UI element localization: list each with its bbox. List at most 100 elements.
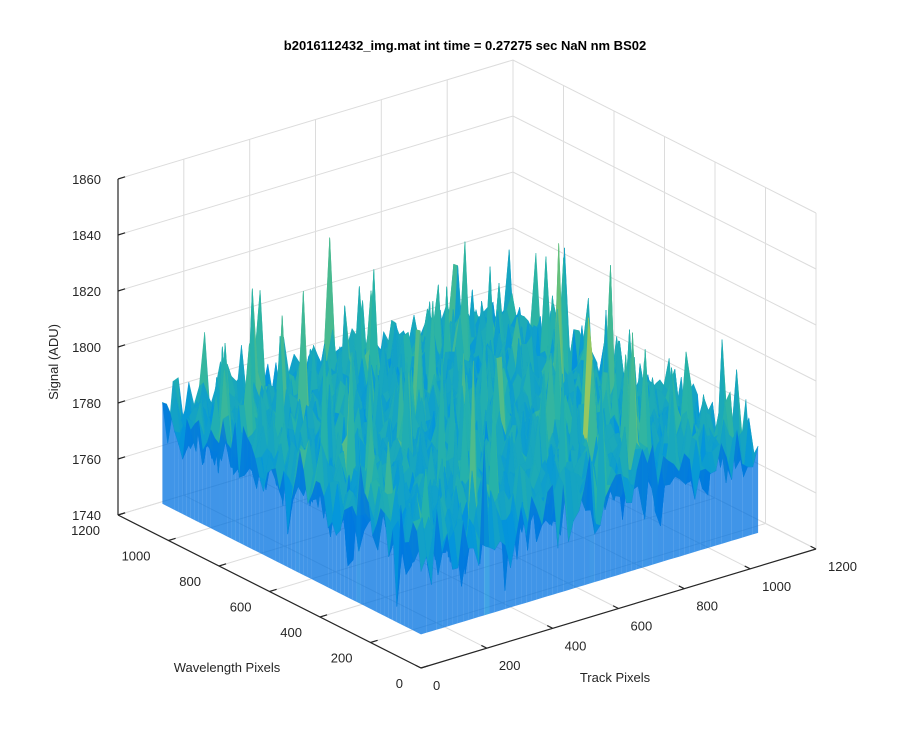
surface-skirt xyxy=(737,429,743,540)
z-tick-label: 1740 xyxy=(72,508,101,523)
z-tick xyxy=(117,288,126,292)
surface-skirt xyxy=(259,477,264,555)
x-axis-label: Track Pixels xyxy=(580,670,651,685)
surface-skirt xyxy=(426,556,432,633)
surface-skirt xyxy=(190,423,195,521)
surface-skirt xyxy=(162,402,167,506)
z-tick-label: 1820 xyxy=(72,284,101,299)
surface-skirt xyxy=(336,530,341,594)
surface-skirt xyxy=(299,448,304,576)
surface-skirt xyxy=(484,439,490,616)
y-tick-label: 400 xyxy=(280,625,302,640)
x-tick-label: 800 xyxy=(696,599,718,614)
surface-skirt xyxy=(202,442,207,527)
y-tick xyxy=(319,614,328,618)
surface-skirt xyxy=(340,510,345,596)
surface-skirt xyxy=(621,473,627,575)
surface-skirt xyxy=(408,522,413,631)
surface-skirt xyxy=(360,463,365,606)
y-tick-label: 1200 xyxy=(71,523,100,538)
z-gridline xyxy=(117,59,817,214)
surface-skirt xyxy=(287,498,292,570)
surface-skirt xyxy=(684,453,690,556)
surface-skirt xyxy=(500,541,506,611)
surface-skirt xyxy=(536,509,543,600)
z-tick xyxy=(117,512,126,516)
surface-skirt xyxy=(515,507,522,606)
surface-skirt xyxy=(521,507,527,605)
surface-skirt xyxy=(392,529,397,623)
surface-skirt xyxy=(219,419,223,535)
surface-skirt xyxy=(267,469,272,559)
surface-skirt xyxy=(332,522,337,592)
y-tick xyxy=(420,665,429,669)
surface-skirt xyxy=(478,439,485,617)
surface-skirt xyxy=(215,438,219,533)
surface-skirt xyxy=(421,556,427,635)
surface-skirt xyxy=(510,538,516,608)
surface-skirt xyxy=(372,524,377,612)
surface-skirt xyxy=(396,505,401,625)
surface-skirt xyxy=(368,502,373,610)
surface-skirt xyxy=(505,545,511,609)
surface-skirt xyxy=(721,443,727,544)
surface-skirt xyxy=(700,468,706,551)
surface-skirt xyxy=(384,513,389,619)
surface-skirt xyxy=(271,468,276,561)
surface-skirt xyxy=(579,487,585,587)
surface-skirt xyxy=(166,404,171,508)
x-tick-label: 600 xyxy=(631,619,653,634)
z-tick xyxy=(117,232,126,236)
surface-skirt xyxy=(436,509,443,630)
surface-skirt xyxy=(563,484,569,592)
y-tick-label: 0 xyxy=(396,676,403,691)
surface-skirt xyxy=(388,529,393,621)
surface-skirt xyxy=(557,484,564,594)
x-tick xyxy=(481,644,488,649)
surface-skirt xyxy=(174,431,179,512)
surface-skirt xyxy=(364,492,369,608)
surface-skirt xyxy=(320,483,324,586)
y-tick xyxy=(168,537,176,542)
surface-skirt xyxy=(600,497,606,581)
z-tick-label: 1780 xyxy=(72,396,101,411)
surface-skirt xyxy=(400,505,405,627)
surface-skirt xyxy=(626,502,632,573)
x-tick-label: 0 xyxy=(433,678,440,693)
surface-skirt xyxy=(447,533,453,627)
surface-mesh xyxy=(162,237,759,635)
z-axis-label: Signal (ADU) xyxy=(46,324,61,400)
surface-skirt xyxy=(747,466,753,536)
surface-skirt xyxy=(223,419,228,537)
z-gridline xyxy=(117,171,817,326)
surface-skirt xyxy=(463,521,469,622)
surface-skirt xyxy=(673,464,680,559)
surface-skirt xyxy=(328,522,333,590)
surface-skirt xyxy=(235,422,240,543)
x-tick-label: 200 xyxy=(499,658,521,673)
surface-skirt xyxy=(295,448,300,574)
surface-skirt xyxy=(631,469,637,571)
surface-skirt xyxy=(352,505,357,602)
surface-skirt xyxy=(311,480,316,582)
surface-skirt xyxy=(731,429,737,541)
surface-skirt xyxy=(584,455,590,586)
surface-skirt xyxy=(186,418,191,519)
z-tick-label: 1840 xyxy=(72,228,101,243)
surface-skirt xyxy=(689,459,695,554)
surface-skirt xyxy=(291,477,296,572)
surface-skirt xyxy=(198,420,203,525)
surface-skirt xyxy=(526,496,532,603)
surface-skirt xyxy=(679,453,685,557)
surface-skirt xyxy=(239,426,244,545)
surface-skirt xyxy=(668,460,674,560)
surface-skirt xyxy=(552,484,558,595)
z-tick-label: 1760 xyxy=(72,452,101,467)
surface-skirt xyxy=(316,480,320,584)
z-tick-label: 1800 xyxy=(72,340,101,355)
surface-skirt xyxy=(243,426,248,547)
x-tick-label: 1000 xyxy=(762,579,791,594)
surface-skirt xyxy=(251,445,256,551)
x-tick xyxy=(744,565,751,570)
surface-skirt xyxy=(210,429,215,531)
